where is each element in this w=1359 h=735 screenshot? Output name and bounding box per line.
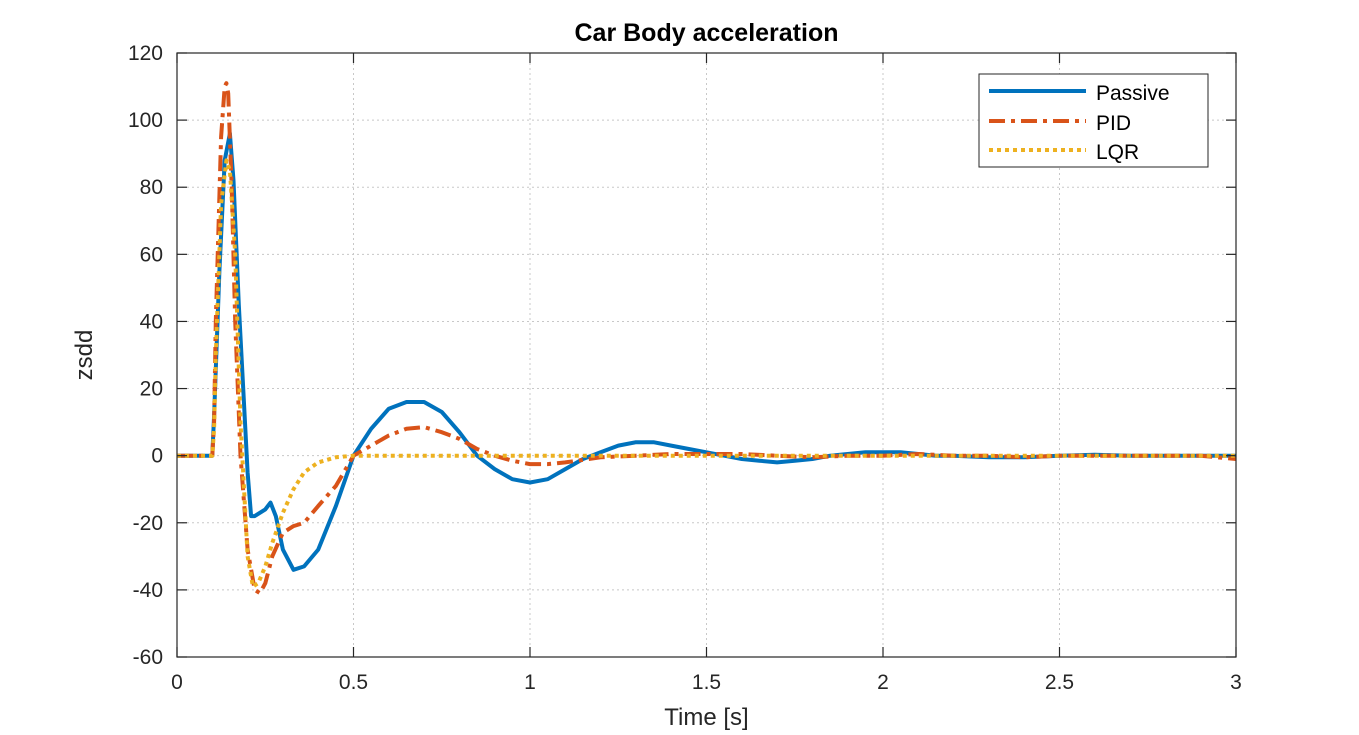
x-tick-label: 1	[524, 671, 536, 694]
x-axis-title: Time [s]	[664, 704, 748, 731]
x-tick-label: 2	[877, 671, 889, 694]
y-tick-label: 0	[151, 445, 163, 468]
y-tick-label: 100	[128, 109, 163, 132]
y-tick-label: -40	[133, 579, 163, 602]
y-tick-label: -60	[133, 646, 163, 669]
y-tick-label: 120	[128, 42, 163, 65]
series-line-pid	[177, 81, 1236, 596]
y-tick-label: 80	[140, 176, 163, 199]
series-line-lqr	[177, 158, 1236, 589]
y-tick-label: 60	[140, 243, 163, 266]
legend-label-passive: Passive	[1096, 82, 1170, 105]
series-layer	[177, 81, 1236, 596]
x-tick-label: 0	[171, 671, 183, 694]
chart-title: Car Body acceleration	[575, 19, 839, 47]
ticks: 0 0.5 1 1.5 2 2.5 3 -60 -40 -20 0 20 40 60 80 100 120	[128, 42, 1242, 694]
x-tick-label: 0.5	[339, 671, 368, 694]
y-tick-label: 40	[140, 310, 163, 333]
x-tick-label: 3	[1230, 671, 1242, 694]
y-tick-label: 20	[140, 378, 163, 401]
y-tick-label: -20	[133, 512, 163, 535]
x-tick-label: 2.5	[1045, 671, 1074, 694]
legend: Passive PID LQR	[978, 73, 1209, 168]
y-axis-title: zsdd	[71, 330, 98, 381]
legend-label-lqr: LQR	[1096, 141, 1139, 164]
x-tick-label: 1.5	[692, 671, 721, 694]
legend-label-pid: PID	[1096, 112, 1131, 135]
